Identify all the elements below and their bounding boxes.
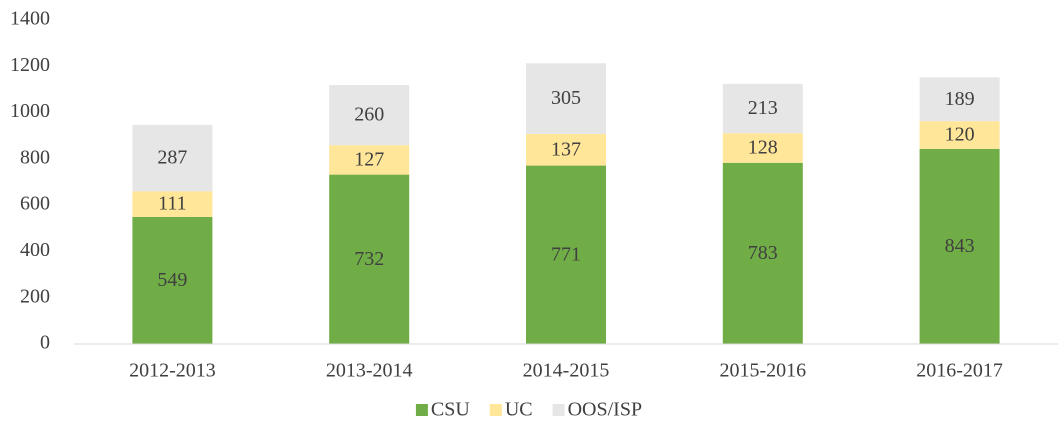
bar-segment (329, 85, 410, 146)
data-label: 732 (354, 248, 384, 270)
legend-label: UC (505, 399, 533, 421)
bar-segment (919, 148, 1000, 344)
data-label: 128 (748, 137, 778, 159)
x-tick-label: 2016-2017 (916, 360, 1003, 382)
data-label: 287 (157, 147, 187, 169)
bar-segment (526, 63, 606, 134)
y-tick-label: 1400 (10, 8, 50, 30)
y-tick-label: 400 (20, 239, 50, 261)
x-tick-label: 2015-2016 (719, 360, 806, 382)
y-tick-label: 1200 (10, 54, 50, 76)
bar-segment (919, 121, 1000, 149)
data-label: 549 (157, 269, 187, 291)
data-label: 120 (945, 124, 975, 146)
y-tick-label: 800 (20, 146, 50, 168)
data-label: 771 (551, 243, 581, 265)
data-label: 111 (158, 193, 187, 215)
data-label: 843 (945, 235, 975, 257)
data-label: 127 (354, 148, 384, 170)
legend-label: OOS/ISP (568, 399, 642, 421)
x-tick-label: 2012-2013 (129, 360, 216, 382)
y-tick-label: 200 (20, 285, 50, 307)
data-label: 189 (945, 88, 975, 110)
bar-segment (526, 165, 606, 344)
bar-segment (919, 77, 1000, 122)
data-label: 783 (748, 242, 778, 264)
bar-segment (329, 145, 410, 175)
bar-segment (132, 191, 213, 217)
y-tick-label: 0 (40, 332, 50, 354)
bar-segment (132, 216, 213, 344)
bar-segment (722, 133, 803, 163)
data-label: 305 (551, 87, 581, 109)
legend-swatch (415, 404, 428, 416)
bar-segment (722, 162, 803, 344)
bar-segment (722, 83, 803, 134)
legend-swatch (552, 404, 565, 416)
data-label: 213 (748, 97, 778, 119)
legend-swatch (489, 404, 502, 416)
y-tick-label: 1000 (10, 100, 50, 122)
bar-segment (526, 133, 606, 166)
y-tick-label: 600 (20, 193, 50, 215)
data-label: 260 (354, 104, 384, 126)
legend-label: CSU (431, 399, 470, 421)
bar-segment (132, 124, 213, 192)
x-tick-label: 2013-2014 (326, 360, 413, 382)
x-tick-label: 2014-2015 (523, 360, 610, 382)
data-label: 137 (551, 138, 581, 160)
bar-segment (329, 174, 410, 344)
